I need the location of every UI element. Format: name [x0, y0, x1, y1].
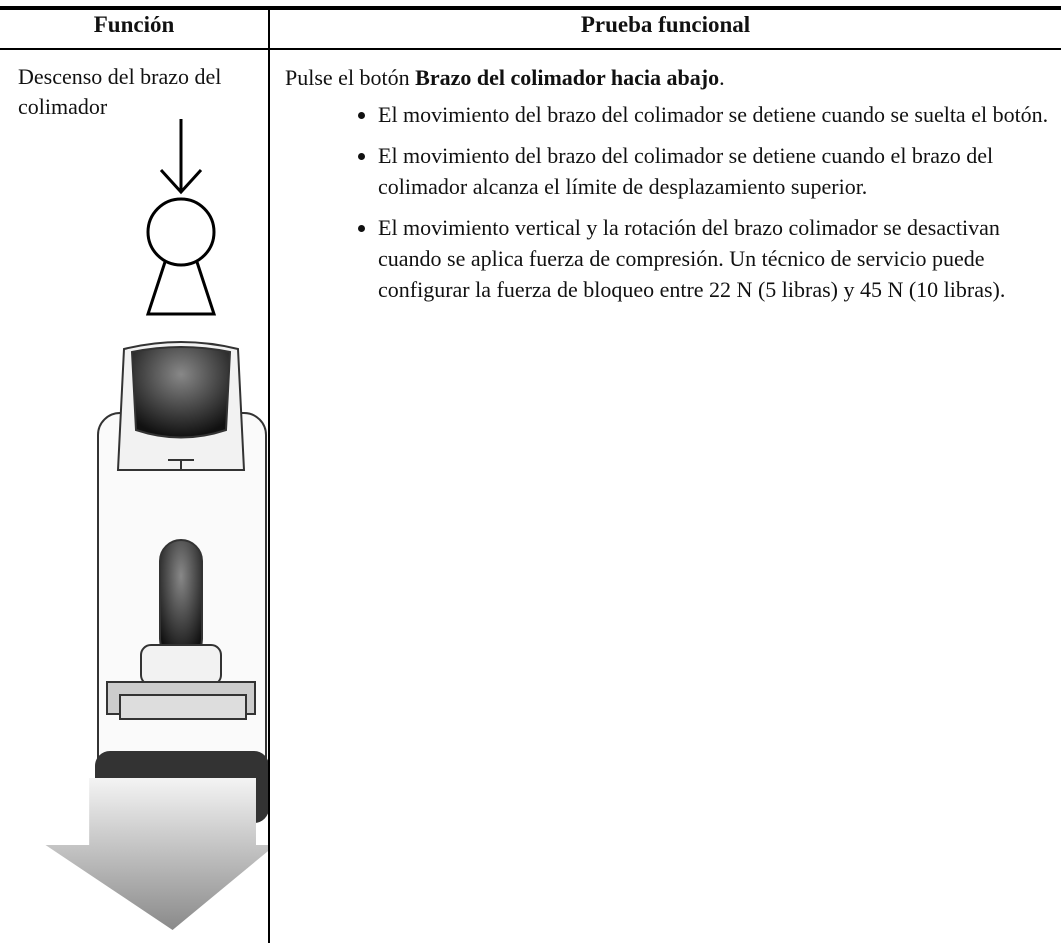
instruction: Pulse el botón Brazo del colimador hacia…: [285, 62, 1055, 93]
text: Pulse el botón: [285, 65, 416, 90]
function-cell: Descenso del brazo del colimador: [18, 64, 222, 119]
illustration: [45, 119, 268, 930]
bullet-list: El movimiento del brazo del colimador se…: [285, 99, 1050, 305]
rule: [0, 6, 1061, 10]
rule: [0, 48, 1061, 50]
test-cell: Pulse el botón Brazo del colimador hacia…: [285, 62, 1055, 315]
rule: [268, 8, 270, 943]
bullet-item: El movimiento del brazo del colimador se…: [378, 140, 1050, 202]
column-header: Función: [93, 12, 175, 37]
column-header: Prueba funcional: [580, 12, 751, 37]
button-name: Brazo del colimador hacia abajo: [415, 65, 720, 90]
down-arrow: [45, 778, 268, 930]
machine: [95, 341, 268, 846]
button-icon: [145, 119, 217, 316]
bullet-item: El movimiento vertical y la rotación del…: [378, 212, 1050, 305]
text: .: [719, 65, 725, 90]
bullet-item: El movimiento del brazo del colimador se…: [378, 99, 1050, 130]
